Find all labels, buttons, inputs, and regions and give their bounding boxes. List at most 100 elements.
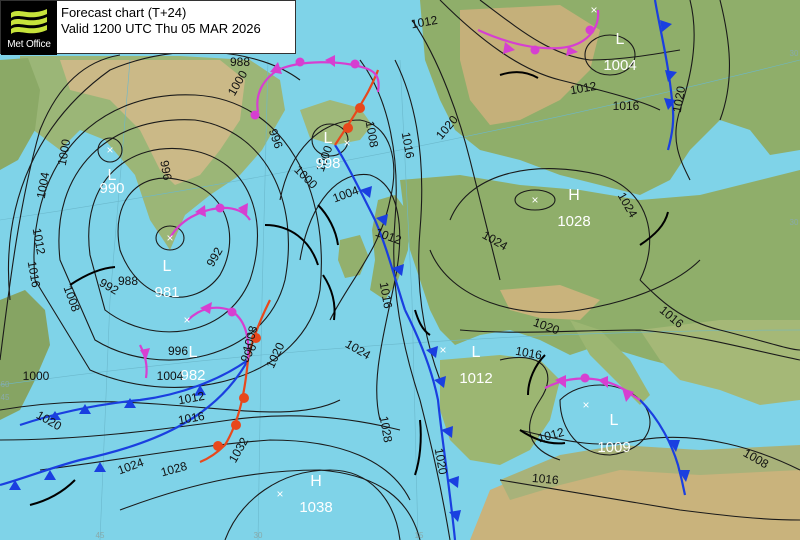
- isobar-label: 1016: [531, 471, 559, 487]
- isobar-label: 1020: [670, 85, 688, 114]
- isobar-label: 1016: [25, 260, 43, 289]
- italy: [570, 320, 650, 405]
- occluded-front-triangle: [503, 42, 515, 54]
- isobar: [459, 329, 800, 361]
- centre-marker-icon: ×: [439, 343, 446, 357]
- isobar: [311, 123, 349, 157]
- isobar: [0, 415, 401, 441]
- centre-marker-icon: ×: [590, 3, 597, 17]
- cold-front: [404, 309, 457, 540]
- warm-front-semicircle: [239, 393, 249, 403]
- warm-front-semicircle: [231, 420, 241, 430]
- centre-value: 1038: [299, 499, 332, 516]
- isobar: [299, 173, 401, 421]
- occluded-front-marks: [140, 25, 634, 402]
- isobar-label: 1004: [157, 369, 184, 383]
- centre-type: L: [324, 130, 333, 147]
- isobar-label: 1012: [569, 79, 598, 97]
- grid-label: 45: [1, 393, 10, 402]
- isobar: [394, 59, 441, 381]
- centre-marker-icon: ×: [166, 231, 173, 245]
- chart-titles: Forecast chart (T+24) Valid 1200 UTC Thu…: [57, 1, 261, 37]
- cold-front-triangle: [94, 462, 106, 472]
- isobar: [359, 59, 451, 540]
- centre-value: 998: [315, 155, 340, 172]
- isobar-label: 1012: [177, 389, 206, 407]
- isobar: [519, 429, 800, 471]
- centre-value: 981: [154, 284, 179, 301]
- isobar-label: 988: [118, 274, 138, 288]
- warm-front-semicircle: [213, 441, 223, 451]
- centre-type: L: [472, 344, 481, 361]
- trough: [414, 309, 431, 336]
- centre-value: 1009: [597, 439, 630, 456]
- occluded-front-triangle: [598, 376, 608, 388]
- trough: [264, 224, 319, 266]
- isobar-label: 1012: [536, 425, 566, 446]
- centre-marker-icon: ×: [531, 193, 538, 207]
- isobar: [279, 119, 395, 321]
- trough: [527, 354, 546, 396]
- meridian: [99, 59, 131, 540]
- chart-title: Forecast chart (T+24): [61, 5, 187, 20]
- centre-marker-icon: ×: [183, 313, 190, 327]
- grid-label: 30: [790, 49, 799, 58]
- isobar: [33, 94, 322, 388]
- centre-marker-icon: ×: [343, 136, 350, 150]
- centre-marker-icon: ×: [106, 143, 113, 157]
- pressure-centre-h-1028: × H 1028: [531, 187, 590, 230]
- parallel: [0, 329, 800, 386]
- occluded-front-triangle: [195, 205, 206, 217]
- centre-value: 990: [99, 180, 124, 197]
- isobar: [7, 51, 301, 301]
- occluded-front-semicircle: [585, 25, 595, 35]
- warm-front-semicircles: [213, 103, 365, 451]
- isobar-label: 1004: [34, 171, 52, 200]
- occluded-front-semicircle: [350, 59, 360, 69]
- cold-front-triangle: [449, 510, 461, 522]
- pressure-centre-l-1009: × L 1009: [582, 398, 630, 456]
- grid-label: 60: [1, 380, 10, 389]
- cold-front-triangle: [664, 98, 676, 110]
- isobar-label: 1028: [377, 415, 395, 444]
- isobar-label: 1016: [177, 409, 206, 427]
- grid-labels: 45 30 15 30 60 45 30: [1, 49, 799, 540]
- isobar: [39, 439, 411, 501]
- isobar-label: 1016: [399, 131, 417, 160]
- trough: [69, 266, 116, 286]
- cold-front-triangle: [665, 70, 677, 82]
- isobar-label: 1000: [23, 369, 50, 383]
- cold-front-triangle: [360, 186, 372, 198]
- isobar-label: 1016: [613, 99, 640, 113]
- warm-front-semicircle: [343, 123, 353, 133]
- grid-label: 30: [790, 218, 799, 227]
- cold-front-triangle: [392, 264, 404, 276]
- trough: [519, 429, 566, 445]
- cold-front: [0, 359, 249, 487]
- pressure-centre-h-1038: × H 1038: [276, 473, 332, 516]
- chart-valid-time: Valid 1200 UTC Thu 05 MAR 2026: [61, 21, 261, 36]
- occluded-front: [139, 344, 148, 379]
- scandinavia-mountains: [460, 5, 600, 125]
- centre-type: L: [610, 412, 619, 429]
- isobar: [155, 225, 185, 251]
- occluded-front-triangle: [270, 62, 282, 74]
- centre-value: 982: [180, 367, 205, 384]
- cold-front-triangle: [194, 385, 206, 396]
- centre-type: H: [310, 473, 322, 490]
- isobar: [411, 19, 501, 281]
- isobar-label: 1020: [432, 447, 450, 476]
- isobar: [514, 189, 556, 211]
- ireland: [338, 235, 368, 278]
- centre-value: 1012: [459, 370, 492, 387]
- cold-front: [639, 399, 687, 496]
- cold-front-triangle: [79, 404, 91, 414]
- isobar: [559, 384, 651, 456]
- cold-front: [334, 144, 407, 311]
- canada-arctic: [0, 58, 40, 170]
- cold-front-triangle: [678, 470, 690, 482]
- isobar-label: 1008: [240, 324, 261, 354]
- met-office-wave-icon: [11, 9, 47, 34]
